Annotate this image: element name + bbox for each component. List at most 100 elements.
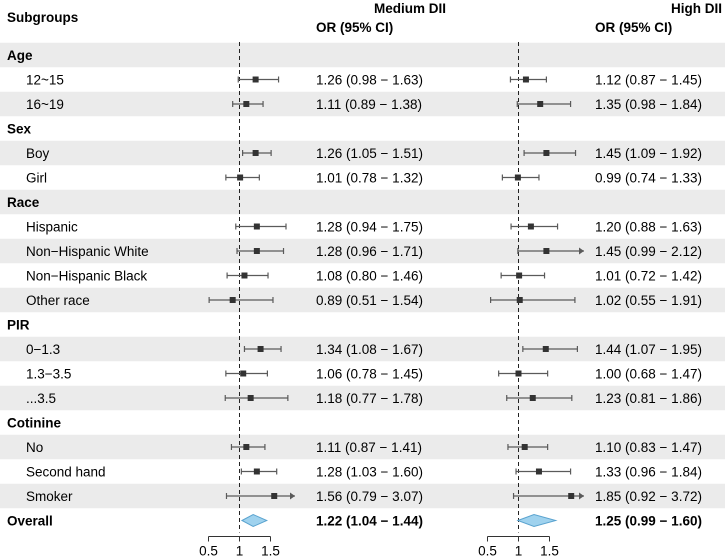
high-point-estimate (516, 272, 523, 279)
subgroup-label: ...3.5 (26, 391, 56, 406)
high-x-tick-label: 0.5 (478, 544, 497, 559)
high-or-ci-text: 1.45 (1.09 − 1.92) (595, 146, 702, 161)
subgroup-label: Second hand (26, 465, 106, 480)
row-band (0, 140, 725, 166)
medium-or-ci-text: 1.06 (0.78 − 1.45) (316, 367, 423, 382)
high-or-ci-text: 1.44 (1.07 − 1.95) (595, 342, 702, 357)
medium-point-estimate (253, 223, 260, 230)
row-band (0, 238, 725, 264)
subgroup-label: Girl (26, 171, 47, 186)
subgroups-header: Subgroups (7, 10, 78, 25)
medium-or-ci-text: 1.26 (1.05 − 1.51) (316, 146, 423, 161)
row-band (0, 189, 725, 215)
high-dii-title: High DII (671, 1, 722, 16)
subgroup-label: Non−Hispanic Black (26, 269, 147, 284)
high-point-estimate (543, 150, 550, 156)
medium-point-estimate (257, 346, 264, 352)
row-band (0, 91, 725, 117)
subgroup-label: No (26, 440, 43, 455)
high-or-ci-text: 1.00 (0.68 − 1.47) (595, 367, 702, 382)
high-or-ci-text: 1.23 (0.81 − 1.86) (595, 391, 702, 406)
group-label: PIR (7, 318, 30, 333)
subgroup-label: Smoker (26, 489, 73, 504)
high-or-ci-text: 1.45 (0.99 − 2.12) (595, 244, 702, 259)
medium-overall-diamond (240, 513, 269, 528)
medium-dii-subtitle: OR (95% CI) (316, 20, 393, 35)
subgroup-label: 16~19 (26, 97, 64, 112)
high-x-tick-label: 1.5 (540, 544, 559, 559)
high-point-estimate (514, 174, 521, 181)
high-ci-arrow (579, 247, 584, 255)
medium-or-ci-text: 1.34 (1.08 − 1.67) (316, 342, 423, 357)
group-label: Age (7, 48, 33, 63)
medium-x-tick-label: 1 (236, 544, 244, 559)
subgroup-label: Boy (26, 146, 50, 161)
high-point-estimate (515, 370, 522, 377)
medium-or-ci-text: 1.11 (0.89 − 1.38) (316, 97, 422, 112)
medium-point-estimate (240, 370, 247, 377)
medium-or-ci-text: 1.28 (0.94 − 1.75) (316, 220, 423, 235)
high-point-estimate (568, 493, 575, 499)
medium-or-ci-text: 1.56 (0.79 − 3.07) (316, 489, 423, 504)
high-or-ci-text: 1.12 (0.87 − 1.45) (595, 73, 702, 88)
row-bands (0, 42, 725, 509)
row-band (0, 483, 725, 509)
row-band (0, 287, 725, 313)
high-ci-arrow (579, 492, 584, 500)
high-or-ci-text: 1.33 (0.96 − 1.84) (595, 465, 702, 480)
medium-or-ci-text: 1.28 (1.03 − 1.60) (316, 465, 423, 480)
high-point-estimate (535, 468, 542, 475)
medium-or-ci-text: 1.26 (0.98 − 1.63) (316, 73, 423, 88)
medium-x-tick-label: 1.5 (261, 544, 280, 559)
medium-or-ci-text: 0.89 (0.51 − 1.54) (316, 293, 423, 308)
medium-or-ci-text: 1.22 (1.04 − 1.44) (316, 514, 423, 529)
overall-label: Overall (7, 514, 53, 529)
subgroup-label: Non−Hispanic White (26, 244, 149, 259)
subgroup-label: 1.3−3.5 (26, 367, 71, 382)
high-or-ci-text: 1.10 (0.83 − 1.47) (595, 440, 702, 455)
high-x-tick-label: 1 (515, 544, 523, 559)
subgroup-label: Other race (26, 293, 90, 308)
group-label: Sex (7, 122, 32, 137)
reference-lines (239, 42, 519, 533)
medium-point-estimate (241, 272, 248, 279)
medium-point-estimate (253, 468, 260, 475)
medium-point-estimate (229, 297, 236, 303)
medium-point-estimate (271, 493, 278, 499)
high-or-ci-text: 1.35 (0.98 − 1.84) (595, 97, 702, 112)
high-or-ci-text: 1.25 (0.99 − 1.60) (595, 514, 702, 529)
medium-point-estimate (252, 150, 259, 156)
high-point-estimate (516, 297, 523, 303)
medium-point-estimate (253, 248, 260, 254)
medium-point-estimate (243, 101, 250, 107)
high-point-estimate (529, 395, 536, 401)
medium-or-ci-text: 1.01 (0.78 − 1.32) (316, 171, 423, 186)
row-band (0, 336, 725, 362)
medium-point-estimate (237, 174, 244, 181)
high-dii-subtitle: OR (95% CI) (595, 20, 672, 35)
subgroup-label: 12~15 (26, 73, 64, 88)
row-band (0, 434, 725, 460)
group-label: Cotinine (7, 416, 61, 431)
medium-or-ci-text: 1.11 (0.87 − 1.41) (316, 440, 422, 455)
high-point-estimate (522, 76, 529, 83)
high-or-ci-text: 1.85 (0.92 − 3.72) (595, 489, 702, 504)
high-point-estimate (542, 346, 549, 352)
high-point-estimate (537, 101, 544, 107)
medium-x-tick-label: 0.5 (199, 544, 218, 559)
group-label: Race (7, 195, 40, 210)
medium-or-ci-text: 1.08 (0.80 − 1.46) (316, 269, 423, 284)
medium-or-ci-text: 1.28 (0.96 − 1.71) (316, 244, 423, 259)
subgroup-label: 0−1.3 (26, 342, 60, 357)
high-or-ci-text: 0.99 (0.74 − 1.33) (595, 171, 702, 186)
high-point-estimate (543, 248, 550, 254)
subgroup-label: Hispanic (26, 220, 78, 235)
medium-point-estimate (247, 395, 254, 401)
x-axes: 0.5 1 1.5 0.5 1 1.5 (199, 536, 559, 559)
medium-ci-arrow (290, 492, 295, 500)
high-or-ci-text: 1.02 (0.55 − 1.91) (595, 293, 702, 308)
medium-point-estimate (243, 444, 250, 450)
medium-or-ci-text: 1.18 (0.77 − 1.78) (316, 391, 423, 406)
row-band (0, 42, 725, 68)
